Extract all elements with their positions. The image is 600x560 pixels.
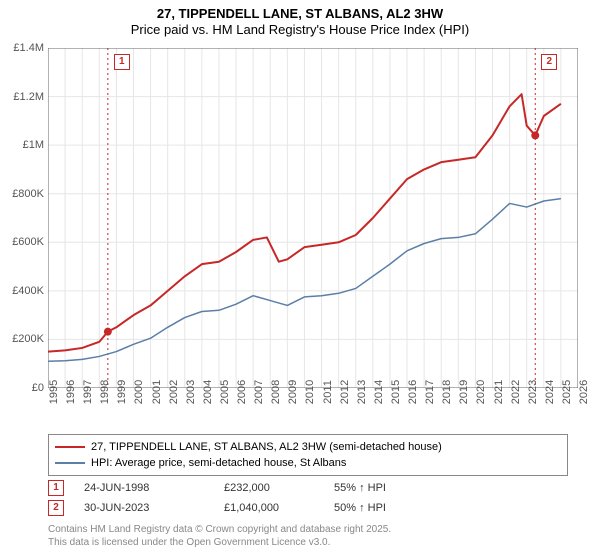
- sales-price-0: £232,000: [224, 482, 334, 494]
- legend-row-0: 27, TIPPENDELL LANE, ST ALBANS, AL2 3HW …: [55, 439, 561, 455]
- sales-hpi-0: 55% ↑ HPI: [334, 482, 434, 494]
- x-tick-label: 1996: [65, 380, 77, 404]
- x-tick-label: 2008: [270, 380, 282, 404]
- y-tick-label: £800K: [12, 188, 44, 200]
- sales-table: 1 24-JUN-1998 £232,000 55% ↑ HPI 2 30-JU…: [48, 478, 434, 518]
- x-tick-label: 2014: [373, 380, 385, 404]
- x-tick-label: 2026: [578, 380, 590, 404]
- x-tick-label: 2017: [424, 380, 436, 404]
- sales-row-1: 2 30-JUN-2023 £1,040,000 50% ↑ HPI: [48, 498, 434, 518]
- title-line2: Price paid vs. HM Land Registry's House …: [0, 22, 600, 38]
- x-tick-label: 2006: [236, 380, 248, 404]
- x-tick-label: 2016: [407, 380, 419, 404]
- x-tick-label: 2012: [339, 380, 351, 404]
- legend-swatch-1: [55, 462, 85, 464]
- y-tick-label: £1.4M: [13, 42, 44, 54]
- footer-line1: Contains HM Land Registry data © Crown c…: [48, 524, 391, 537]
- x-tick-label: 2023: [527, 380, 539, 404]
- x-tick-label: 2011: [322, 380, 334, 404]
- title-line1: 27, TIPPENDELL LANE, ST ALBANS, AL2 3HW: [0, 6, 600, 22]
- y-tick-label: £600K: [12, 236, 44, 248]
- legend-swatch-0: [55, 446, 85, 448]
- x-tick-label: 2024: [544, 380, 556, 404]
- x-tick-label: 2009: [287, 380, 299, 404]
- chart-svg: [48, 48, 578, 388]
- x-tick-label: 2020: [475, 380, 487, 404]
- y-tick-label: £1M: [23, 139, 44, 151]
- x-tick-label: 2001: [151, 380, 163, 404]
- x-tick-label: 2007: [253, 380, 265, 404]
- x-tick-label: 2021: [493, 380, 505, 404]
- chart-plot-area: £0£200K£400K£600K£800K£1M£1.2M£1.4M19951…: [48, 48, 578, 388]
- x-tick-label: 2019: [458, 380, 470, 404]
- x-tick-label: 2000: [133, 380, 145, 404]
- x-tick-label: 2002: [168, 380, 180, 404]
- chart-sale-marker-1: 2: [541, 54, 557, 70]
- legend-label-0: 27, TIPPENDELL LANE, ST ALBANS, AL2 3HW …: [91, 441, 442, 453]
- legend-box: 27, TIPPENDELL LANE, ST ALBANS, AL2 3HW …: [48, 434, 568, 476]
- sales-price-1: £1,040,000: [224, 502, 334, 514]
- y-tick-label: £0: [32, 382, 44, 394]
- footer-line2: This data is licensed under the Open Gov…: [48, 537, 391, 550]
- sales-date-1: 30-JUN-2023: [84, 502, 224, 514]
- sales-date-0: 24-JUN-1998: [84, 482, 224, 494]
- chart-sale-marker-0: 1: [114, 54, 130, 70]
- x-tick-label: 1995: [48, 380, 60, 404]
- sales-row-0: 1 24-JUN-1998 £232,000 55% ↑ HPI: [48, 478, 434, 498]
- x-tick-label: 2022: [510, 380, 522, 404]
- x-tick-label: 2003: [185, 380, 197, 404]
- x-tick-label: 2018: [441, 380, 453, 404]
- x-tick-label: 2004: [202, 380, 214, 404]
- y-tick-label: £1.2M: [13, 91, 44, 103]
- y-tick-label: £200K: [12, 333, 44, 345]
- legend-label-1: HPI: Average price, semi-detached house,…: [91, 457, 346, 469]
- x-tick-label: 1999: [116, 380, 128, 404]
- x-tick-label: 2005: [219, 380, 231, 404]
- sales-hpi-1: 50% ↑ HPI: [334, 502, 434, 514]
- x-tick-label: 2025: [561, 380, 573, 404]
- sales-marker-1: 2: [48, 500, 64, 516]
- legend-row-1: HPI: Average price, semi-detached house,…: [55, 455, 561, 471]
- x-tick-label: 2013: [356, 380, 368, 404]
- footer-text: Contains HM Land Registry data © Crown c…: [48, 524, 391, 549]
- y-tick-label: £400K: [12, 285, 44, 297]
- x-tick-label: 1998: [99, 380, 111, 404]
- title-block: 27, TIPPENDELL LANE, ST ALBANS, AL2 3HW …: [0, 0, 600, 39]
- x-tick-label: 2015: [390, 380, 402, 404]
- sales-marker-0: 1: [48, 480, 64, 496]
- x-tick-label: 2010: [304, 380, 316, 404]
- chart-container: 27, TIPPENDELL LANE, ST ALBANS, AL2 3HW …: [0, 0, 600, 560]
- x-tick-label: 1997: [82, 380, 94, 404]
